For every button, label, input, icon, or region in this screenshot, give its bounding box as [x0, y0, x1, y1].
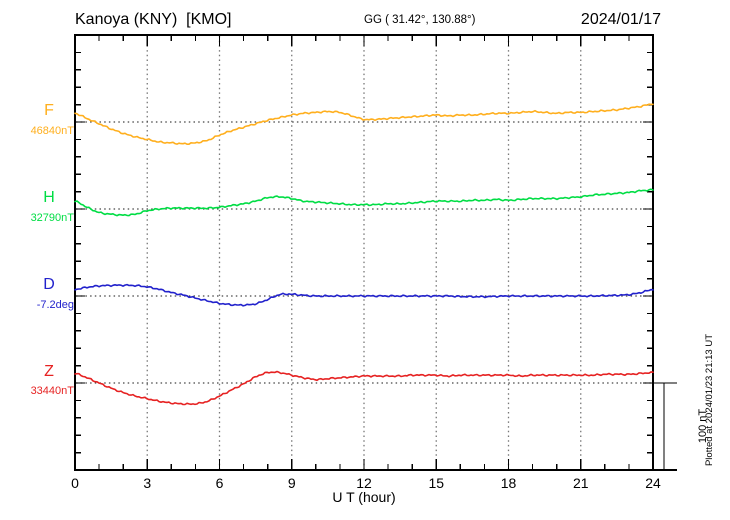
station-title: Kanoya (KNY) [KMO] [75, 11, 232, 28]
channel-label-F: F [44, 102, 54, 119]
x-tick-label: 24 [645, 475, 661, 491]
trace-Z [74, 370, 654, 406]
x-tick-label: 12 [356, 475, 372, 491]
x-tick-label: 3 [143, 475, 151, 491]
trace-F [74, 103, 654, 145]
x-tick-label: 15 [428, 475, 444, 491]
trace-D [74, 283, 654, 307]
x-tick-label: 9 [288, 475, 296, 491]
observation-date: 2024/01/17 [580, 11, 661, 28]
channel-reference-H: 32790nT [30, 212, 74, 224]
scale-bar-labels: 100 nT 0.5 deg [671, 397, 709, 455]
x-axis-label: U T (hour) [332, 489, 396, 505]
plotted-at-note: Plotted at 2024/01/23 21:13 UT [704, 333, 715, 467]
channel-label-Z: Z [44, 363, 54, 380]
trace-H [74, 188, 654, 217]
x-tick-label: 0 [71, 475, 79, 491]
channel-reference-F: 46840nT [30, 125, 74, 137]
x-tick-label: 6 [216, 475, 224, 491]
geographic-coordinates: GG ( 31.42°, 130.88°) [364, 14, 476, 26]
channel-reference-Z: 33440nT [30, 385, 74, 397]
channel-label-H: H [43, 189, 55, 206]
x-tick-label: 18 [501, 475, 517, 491]
channel-label-D: D [43, 276, 55, 293]
x-tick-label: 21 [573, 475, 589, 491]
channel-reference-D: -7.2deg [36, 299, 74, 311]
